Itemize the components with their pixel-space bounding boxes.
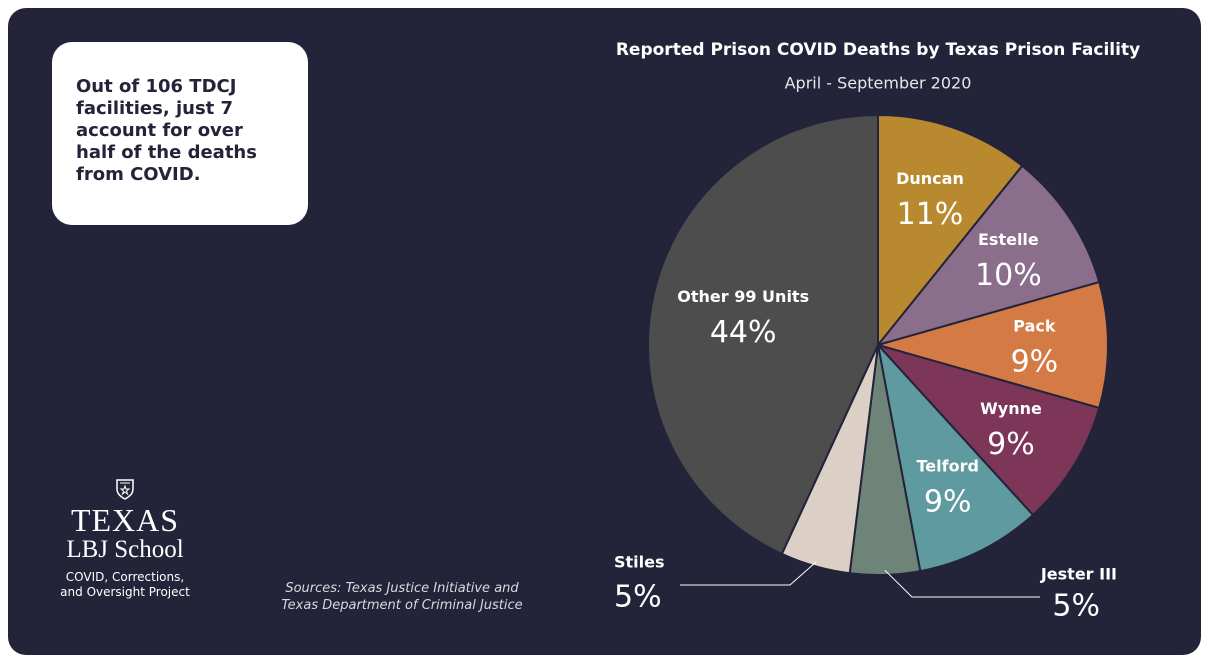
- slice-value: 10%: [975, 258, 1042, 293]
- sources-line: Texas Department of Criminal Justice: [281, 598, 523, 613]
- chart-title: Reported Prison COVID Deaths by Texas Pr…: [616, 40, 1140, 60]
- logo-project: COVID, Corrections, and Oversight Projec…: [40, 570, 210, 600]
- slice-value: 44%: [710, 315, 777, 350]
- slice-name: Telford: [917, 457, 979, 476]
- pie-slice: [647, 113, 879, 556]
- leader-line: [680, 561, 817, 586]
- slice-value: 9%: [924, 485, 972, 520]
- slice-value: 9%: [987, 427, 1035, 462]
- pie-slice: [875, 164, 1101, 347]
- slice-value: 5%: [614, 580, 662, 615]
- callout-line: half of the deaths: [76, 142, 257, 163]
- pie-slice: [874, 343, 1101, 517]
- logo: TEXAS LBJ School COVID, Corrections, and…: [40, 478, 210, 600]
- slice-value: 5%: [1052, 589, 1100, 624]
- slice-name: Duncan: [896, 169, 964, 188]
- sources: Sources: Texas Justice Initiative and Te…: [262, 580, 542, 614]
- slice-name: Jester III: [1040, 565, 1117, 584]
- chart-subtitle: April - September 2020: [785, 74, 972, 93]
- slice-name: Other 99 Units: [677, 287, 809, 306]
- pie-slice: [876, 341, 1035, 573]
- slice-name: Wynne: [980, 399, 1042, 418]
- callout-line: Out of 106 TDCJ: [76, 76, 237, 97]
- slice-name: Stiles: [614, 553, 665, 572]
- logo-school: LBJ School: [66, 536, 184, 563]
- callout: Out of 106 TDCJ facilities, just 7 accou…: [52, 42, 308, 225]
- slice-value: 11%: [897, 197, 964, 232]
- callout-line: facilities, just 7: [76, 98, 234, 119]
- project-line: COVID, Corrections,: [65, 570, 185, 584]
- callout-line: from COVID.: [76, 164, 201, 185]
- project-line: and Oversight Project: [60, 585, 190, 599]
- slice-name: Estelle: [978, 230, 1039, 249]
- shield-icon: [116, 479, 134, 500]
- slice-value: 9%: [1011, 345, 1059, 380]
- leader-line: [884, 569, 1040, 598]
- pie-slice: [874, 280, 1109, 410]
- pie-slice: [877, 113, 1024, 348]
- slice-name: Pack: [1013, 317, 1056, 336]
- sources-line: Sources: Texas Justice Initiative and: [285, 581, 519, 596]
- callout-line: account for over: [76, 120, 243, 141]
- logo-name: TEXAS: [70, 502, 180, 538]
